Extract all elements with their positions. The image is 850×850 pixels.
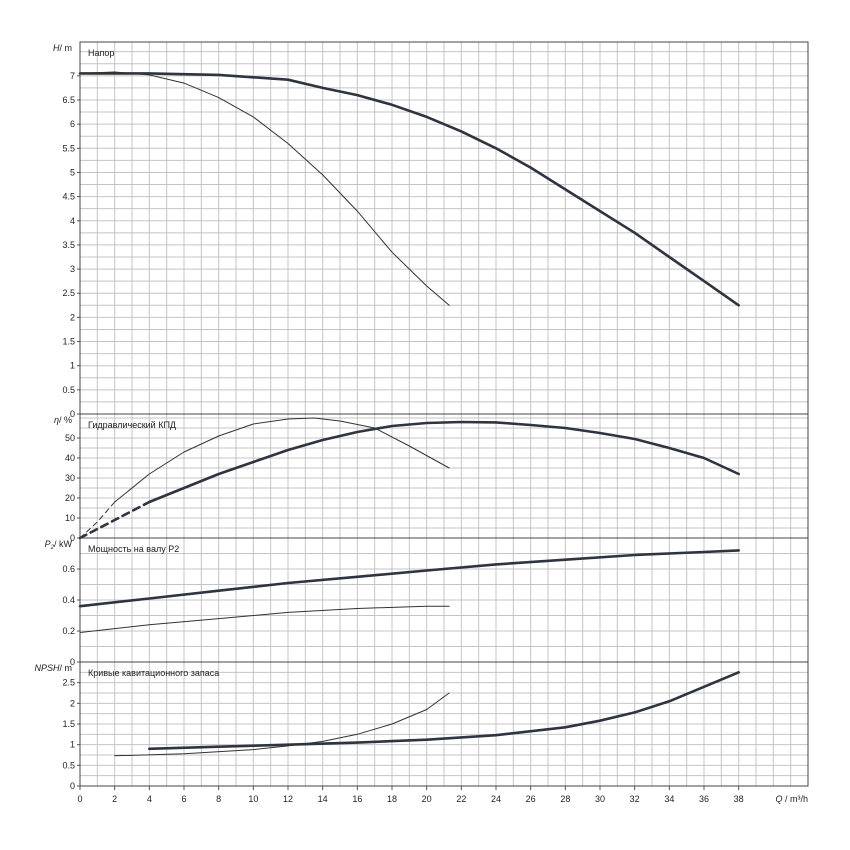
y-tick-label: 0.4: [62, 595, 75, 605]
y-tick-label: 10: [65, 513, 75, 523]
series-line-efficiency-thick-dashed: [78, 500, 151, 540]
y-tick-label: 0.5: [62, 385, 75, 395]
y-tick-label: 2.5: [62, 288, 75, 298]
series-line-head-thin: [79, 71, 450, 306]
y-tick-label: 0: [70, 409, 75, 419]
y-tick-label: 0.2: [62, 626, 75, 636]
panel-frame: [79, 661, 809, 787]
x-axis-label: Q / m³/h: [775, 794, 808, 804]
series-line-efficiency-thin: [114, 417, 450, 503]
y-tick-label: 4: [70, 216, 75, 226]
y-tick-label: 6: [70, 119, 75, 129]
panel-power: 0 0.2 0.4 0.6 Мощность на валу P2 P2/ kW: [45, 537, 809, 667]
x-tick-label: 10: [248, 794, 258, 804]
x-tick-label: 26: [526, 794, 536, 804]
y-axis-label: P2/ kW: [45, 539, 73, 551]
x-tick-label: 24: [491, 794, 501, 804]
y-tick-label: 0.6: [62, 564, 75, 574]
series-line-efficiency-thick: [148, 420, 741, 504]
y-tick-label: 3.5: [62, 240, 75, 250]
y-tick-label: 0: [70, 533, 75, 543]
x-axis: 0 2 4 6 8 10 12 14 16 18 20 22 24 26 28 30 32 34 36 38 Q / m…: [77, 786, 808, 804]
x-tick-label: 14: [318, 794, 328, 804]
y-tick-label: 30: [65, 473, 75, 483]
x-tick-label: 18: [387, 794, 397, 804]
x-tick-label: 34: [664, 794, 674, 804]
series-line-power-thin: [79, 605, 450, 633]
y-axis-label: η/ %: [54, 415, 72, 425]
panel-title: Кривые кавитационного запаса: [88, 668, 219, 678]
x-tick-label: 2: [112, 794, 117, 804]
x-tick-label: 20: [422, 794, 432, 804]
y-tick-label: 6.5: [62, 95, 75, 105]
series-line-head-thick: [78, 72, 741, 307]
y-tick-label: 0: [70, 781, 75, 791]
series-line-power-thick: [78, 549, 741, 608]
y-tick-label: 5.5: [62, 143, 75, 153]
y-axis-label: H/ m: [53, 43, 72, 53]
y-tick-label: 0.5: [62, 760, 75, 770]
series-line-efficiency-thin-dashed: [79, 501, 116, 539]
x-tick-label: 28: [560, 794, 570, 804]
y-tick-label: 2: [70, 698, 75, 708]
x-tick-label: 32: [630, 794, 640, 804]
x-tick-label: 4: [147, 794, 152, 804]
series-line-npsh-thin: [114, 692, 450, 757]
x-tick-label: 12: [283, 794, 293, 804]
panel-title: Гидравлический КПД: [88, 420, 176, 430]
y-tick-label: 4.5: [62, 192, 75, 202]
y-axis-label: NPSH/ m: [34, 663, 72, 673]
x-tick-label: 8: [216, 794, 221, 804]
y-tick-label: 1.5: [62, 337, 75, 347]
panel-title: Напор: [88, 48, 114, 58]
x-tick-label: 22: [456, 794, 466, 804]
y-tick-label: 50: [65, 433, 75, 443]
panel-npsh: 0 0.5 1 1.5 2 2.5 Кривые кавитационного запаса…: [34, 661, 809, 791]
x-tick-label: 38: [734, 794, 744, 804]
x-tick-label: 16: [352, 794, 362, 804]
y-tick-label: 1: [70, 740, 75, 750]
series-line-npsh-thick: [148, 670, 741, 751]
y-tick-label: 7: [70, 71, 75, 81]
x-tick-label: 36: [699, 794, 709, 804]
y-tick-label: 3: [70, 264, 75, 274]
y-tick-label: 1: [70, 361, 75, 371]
x-tick-label: 30: [595, 794, 605, 804]
x-tick-label: 6: [181, 794, 186, 804]
y-tick-label: 20: [65, 493, 75, 503]
panel-efficiency: 0 10 20 30 40 50 Гидравлический КПД η/ %: [54, 413, 809, 543]
y-tick-label: 40: [65, 453, 75, 463]
y-tick-label: 5: [70, 167, 75, 177]
y-tick-label: 2.5: [62, 678, 75, 688]
panel-head: 0 0.5 1 1.5 2 2.5 3 3.5 4 4.5 5 5.5 6 6.5 7 Напор H/ m: [53, 41, 809, 419]
y-tick-label: 1.5: [62, 719, 75, 729]
y-tick-label: 0: [70, 657, 75, 667]
y-tick-label: 2: [70, 312, 75, 322]
panel-title: Мощность на валу P2: [88, 544, 179, 554]
x-tick-label: 0: [77, 794, 82, 804]
